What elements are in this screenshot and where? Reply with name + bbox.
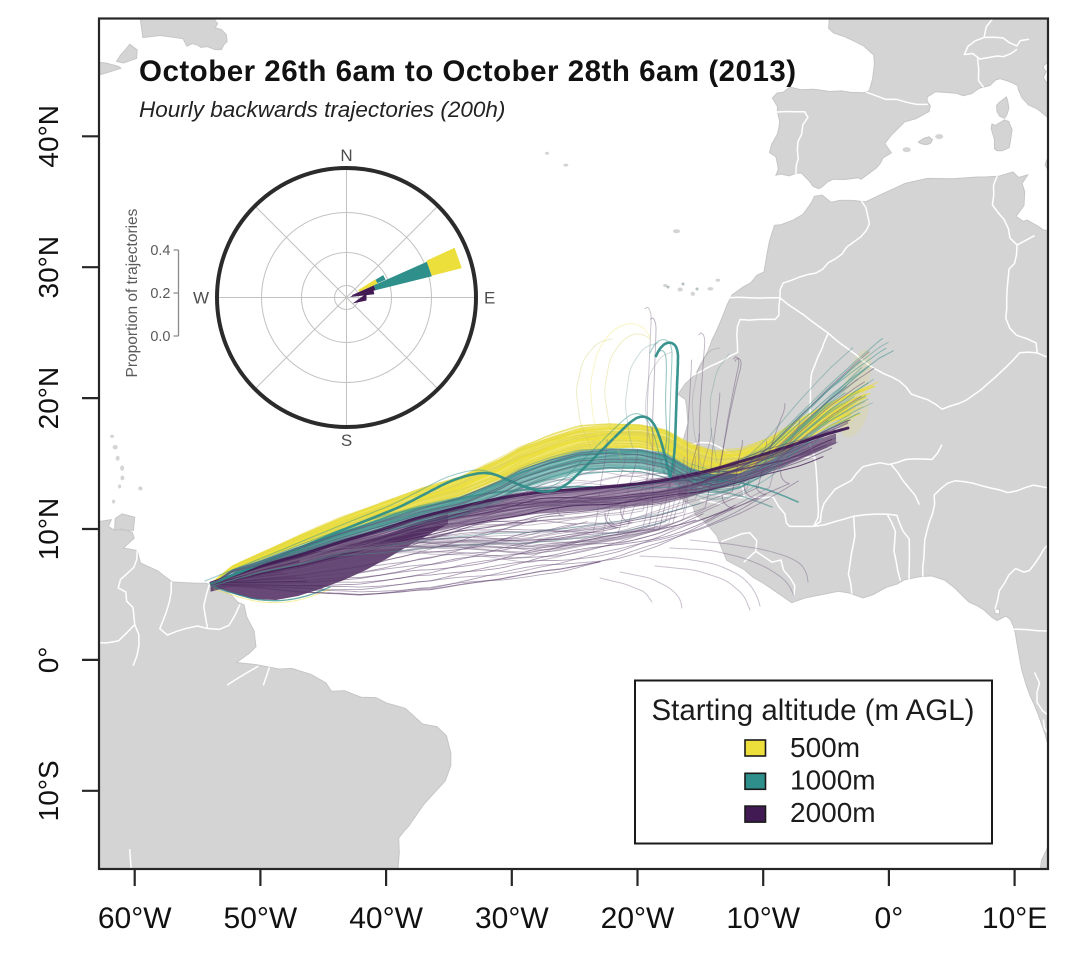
svg-text:Proportion of trajectories: Proportion of trajectories xyxy=(124,208,141,377)
svg-text:1000m: 1000m xyxy=(790,764,876,795)
svg-text:Starting altitude (m AGL): Starting altitude (m AGL) xyxy=(651,694,974,727)
svg-text:2000m: 2000m xyxy=(790,797,876,828)
svg-text:E: E xyxy=(484,289,495,308)
svg-text:Hourly backwards trajectories: Hourly backwards trajectories (200h) xyxy=(139,97,505,122)
svg-text:40°W: 40°W xyxy=(349,902,423,935)
svg-text:20°W: 20°W xyxy=(601,902,675,935)
svg-text:10°S: 10°S xyxy=(33,760,64,821)
svg-text:October 26th 6am to October 28: October 26th 6am to October 28th 6am (20… xyxy=(139,55,797,88)
svg-text:0.4: 0.4 xyxy=(150,243,170,259)
svg-text:0.0: 0.0 xyxy=(150,329,170,345)
svg-text:0°: 0° xyxy=(33,647,64,674)
svg-text:20°N: 20°N xyxy=(33,367,64,430)
svg-text:50°W: 50°W xyxy=(224,902,298,935)
svg-text:10°W: 10°W xyxy=(726,902,800,935)
svg-text:30°N: 30°N xyxy=(33,236,64,299)
svg-text:W: W xyxy=(193,289,209,308)
svg-text:10°E: 10°E xyxy=(982,902,1047,935)
svg-text:0.2: 0.2 xyxy=(150,286,170,302)
svg-text:60°W: 60°W xyxy=(98,902,172,935)
svg-text:40°N: 40°N xyxy=(33,105,64,168)
svg-text:500m: 500m xyxy=(790,732,860,763)
svg-text:N: N xyxy=(340,146,352,165)
svg-text:10°N: 10°N xyxy=(33,498,64,561)
svg-text:30°W: 30°W xyxy=(475,902,549,935)
svg-text:S: S xyxy=(341,431,352,450)
svg-text:0°: 0° xyxy=(875,902,904,935)
